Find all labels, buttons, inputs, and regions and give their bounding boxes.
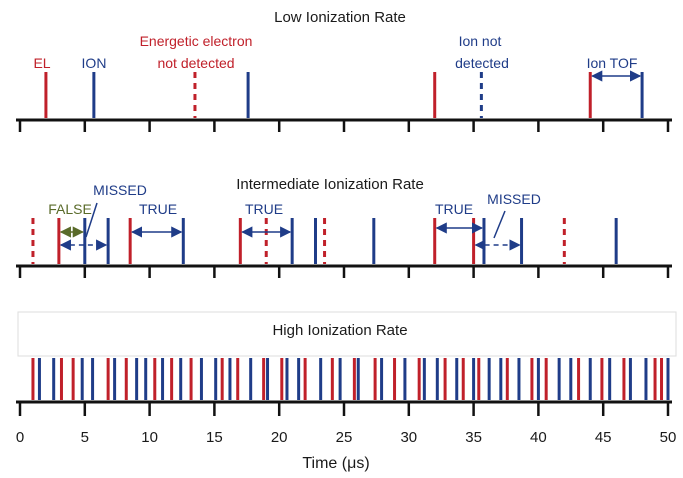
tick-label: 10 xyxy=(141,429,158,446)
label-true-1: TRUE xyxy=(139,201,177,217)
panel-high-title: High Ionization Rate xyxy=(272,322,407,339)
time-tick-labels: 0 5 10 15 20 25 30 35 40 45 50 xyxy=(16,429,677,446)
tick-label: 35 xyxy=(465,429,482,446)
x-axis-label: Time (μs) xyxy=(302,455,369,472)
intermediate-axis xyxy=(16,264,672,278)
label-false: FALSE xyxy=(48,201,92,217)
tick-label: 15 xyxy=(206,429,223,446)
panel-high: High Ionization Rate 0 5 10 15 20 25 30 35 40 45 5… xyxy=(16,311,677,472)
panel-low-title: Low Ionization Rate xyxy=(274,9,406,26)
tick-label: 40 xyxy=(530,429,547,446)
tick-label: 45 xyxy=(595,429,612,446)
label-ion: ION xyxy=(82,55,107,71)
label-true-3: TRUE xyxy=(435,201,473,217)
label-missed-1: MISSED xyxy=(93,182,147,198)
panel-intermediate-title: Intermediate Ionization Rate xyxy=(236,176,424,193)
label-not-detected: not detected xyxy=(157,55,234,71)
tick-label: 20 xyxy=(271,429,288,446)
label-ion-detected: detected xyxy=(455,55,509,71)
panel-intermediate: Intermediate Ionization Rate FALSE MISSE… xyxy=(16,176,672,278)
label-ion-tof: Ion TOF xyxy=(587,55,638,71)
tick-label: 25 xyxy=(336,429,353,446)
intermediate-pulse-marks xyxy=(31,218,618,264)
low-axis xyxy=(16,118,672,132)
label-el: EL xyxy=(33,55,50,71)
missed-2-pointer xyxy=(493,210,506,239)
tick-label: 30 xyxy=(400,429,417,446)
label-ion-not: Ion not xyxy=(459,33,502,49)
missed-1-pointer xyxy=(85,202,98,238)
label-missed-2: MISSED xyxy=(487,191,541,207)
high-axis xyxy=(16,400,672,416)
low-pulse-marks xyxy=(44,70,644,118)
label-energetic-electron: Energetic electron xyxy=(140,33,253,49)
panel-low: Low Ionization Rate EL ION Energetic ele… xyxy=(16,9,672,132)
tick-label: 50 xyxy=(660,429,677,446)
tick-label: 0 xyxy=(16,429,24,446)
high-pulse-marks xyxy=(31,358,670,400)
label-true-2: TRUE xyxy=(245,201,283,217)
high-title-box xyxy=(17,311,677,357)
tick-label: 5 xyxy=(81,429,89,446)
